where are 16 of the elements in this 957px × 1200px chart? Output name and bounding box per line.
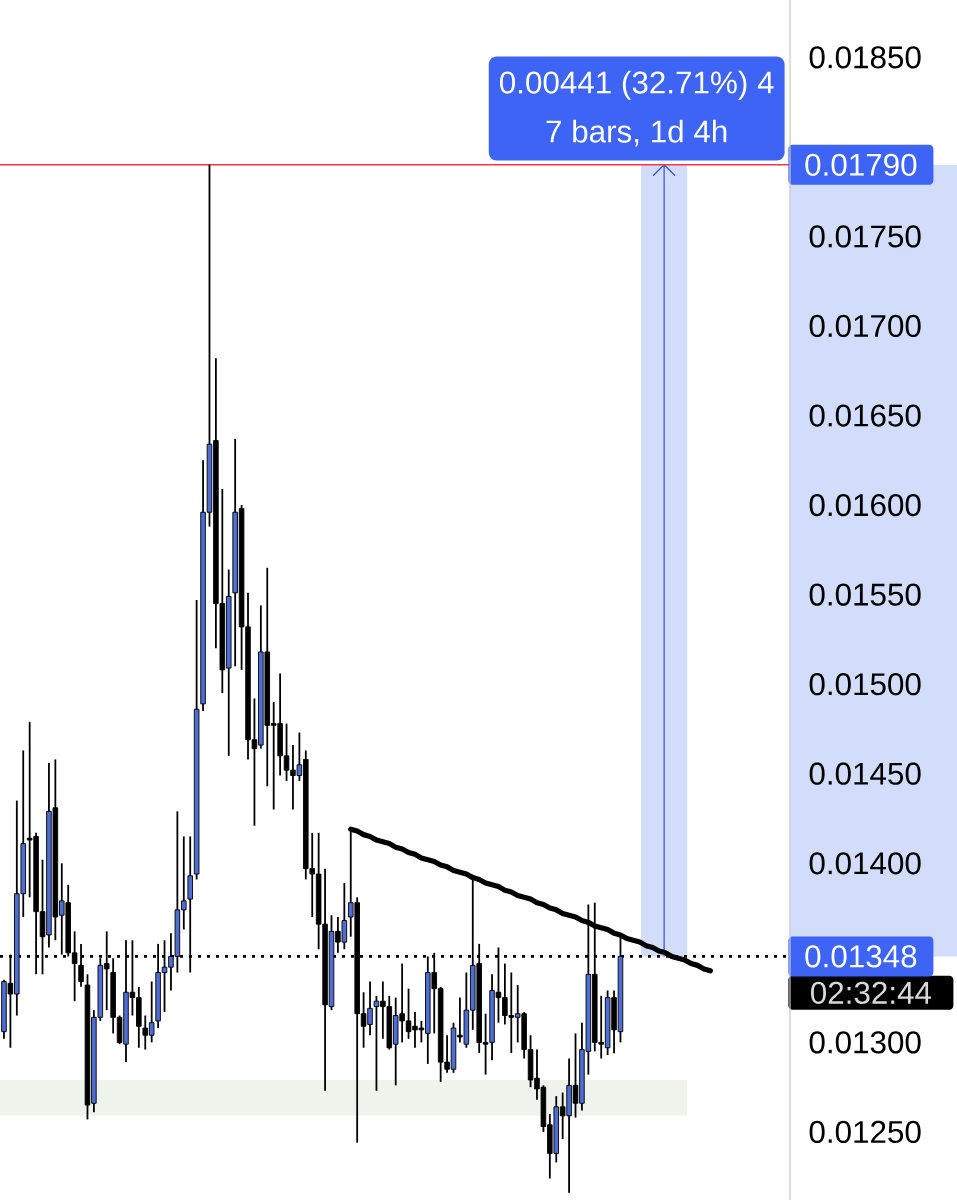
y-tick-label: 0.01500 [809,673,921,696]
y-tick-label: 0.01300 [809,1031,921,1054]
y-tick-label: 0.01750 [809,225,921,248]
annotation: 7 bars, 1d 4h [546,119,727,147]
y-tick-label: 0.01400 [809,852,921,875]
y-tick-label: 0.01600 [809,493,921,517]
band-label: 0.00441 (32.71%) 4 [500,70,774,100]
y-tick-label: 0.01550 [809,583,921,606]
y-tick-label: 0.01450 [809,762,921,785]
y-tick-label: 0.01650 [809,404,921,427]
ref-line-label: 0.01348 [805,945,917,968]
text: 02:32:44 [811,981,932,1004]
ref-line-label: 0.01790 [805,153,917,176]
y-tick-label: 0.01250 [809,1120,921,1144]
y-tick-label: 0.01850 [809,46,921,69]
y-tick-label: 0.01700 [809,314,921,338]
